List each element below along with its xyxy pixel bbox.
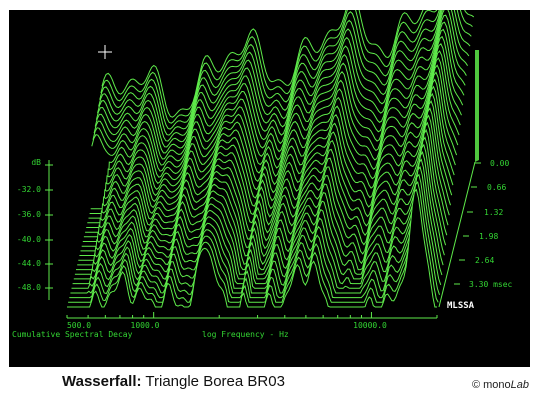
decay-slice bbox=[82, 85, 455, 242]
hf-edge bbox=[475, 50, 479, 162]
decay-slice-fill bbox=[83, 79, 456, 237]
decay-slice bbox=[73, 143, 445, 280]
decay-slice bbox=[80, 99, 453, 252]
caption-subtitle: Triangle Borea BR03 bbox=[145, 373, 285, 390]
time-axis bbox=[438, 161, 476, 308]
db-tick-5: -48.0 bbox=[17, 283, 41, 292]
db-tick-1: -32.0 bbox=[17, 185, 41, 194]
waterfall-plot: dB -32.0 -36.0 -40.0 -44.0 -48.0 0.00 0.… bbox=[9, 10, 530, 367]
copyright-symbol: © bbox=[471, 379, 481, 391]
time-tick-2: 0.66 bbox=[487, 183, 506, 192]
x-tick-500: 500.0 bbox=[67, 321, 91, 330]
db-tick-2: -36.0 bbox=[17, 210, 41, 219]
decay-slice-fill bbox=[85, 72, 457, 233]
decay-slice bbox=[71, 158, 443, 289]
time-tick-6: 3.30 msec bbox=[469, 280, 513, 289]
decay-slice bbox=[101, 10, 424, 118]
decay-slice bbox=[72, 150, 444, 285]
x-tick-1000: 1000.0 bbox=[131, 321, 160, 330]
x-tick-10000: 10000.0 bbox=[353, 321, 387, 330]
decay-traces bbox=[67, 10, 479, 308]
decay-slice bbox=[95, 10, 470, 148]
db-label: dB bbox=[31, 158, 41, 167]
brand-logo: © monoLab bbox=[472, 379, 529, 391]
mlssa-mark: MLSSA bbox=[447, 301, 475, 311]
decay-slice bbox=[85, 71, 458, 233]
caption-title: Wasserfall: bbox=[62, 373, 142, 390]
db-tick-4: -44.0 bbox=[17, 259, 41, 268]
decay-slice bbox=[74, 136, 447, 275]
time-tick-3: 1.32 bbox=[484, 208, 503, 217]
cursor-cross bbox=[98, 45, 112, 59]
brand-lab: Lab bbox=[510, 379, 529, 391]
waterfall-chart: dB -32.0 -36.0 -40.0 -44.0 -48.0 0.00 0.… bbox=[12, 10, 513, 339]
decay-slice bbox=[78, 114, 450, 261]
time-tick-1: 0.00 bbox=[490, 159, 509, 168]
decay-slice bbox=[92, 21, 466, 166]
decay-slice bbox=[99, 10, 473, 130]
decay-slice-fill bbox=[67, 189, 437, 307]
decay-slice bbox=[90, 35, 464, 210]
time-tick-5: 2.64 bbox=[475, 256, 494, 265]
caption: Wasserfall: Triangle Borea BR03 bbox=[62, 373, 285, 390]
chart-title: Cumulative Spectral Decay bbox=[12, 330, 133, 339]
decay-slice bbox=[77, 121, 449, 266]
db-tick-3: -40.0 bbox=[17, 235, 41, 244]
decay-slice bbox=[100, 10, 475, 124]
decay-slice bbox=[94, 10, 469, 154]
decay-slice bbox=[69, 173, 440, 299]
decay-slice bbox=[86, 64, 459, 228]
decay-slice bbox=[68, 181, 439, 303]
decay-slice bbox=[88, 50, 461, 219]
decay-slice bbox=[83, 78, 456, 238]
brand-mono: mono bbox=[483, 379, 511, 391]
decay-slice bbox=[89, 42, 462, 214]
decay-slice bbox=[97, 10, 471, 142]
decay-slice bbox=[98, 10, 472, 136]
decay-slice bbox=[67, 188, 437, 308]
decay-slice bbox=[91, 28, 465, 172]
x-axis-label: log Frequency - Hz bbox=[202, 330, 289, 339]
axes bbox=[45, 45, 481, 319]
time-tick-4: 1.98 bbox=[479, 232, 498, 241]
decay-slice bbox=[81, 92, 454, 247]
decay-slice bbox=[79, 107, 451, 256]
decay-slice bbox=[70, 165, 442, 294]
decay-slice bbox=[87, 57, 460, 224]
decay-slice bbox=[76, 128, 448, 271]
decay-slice bbox=[93, 14, 467, 160]
